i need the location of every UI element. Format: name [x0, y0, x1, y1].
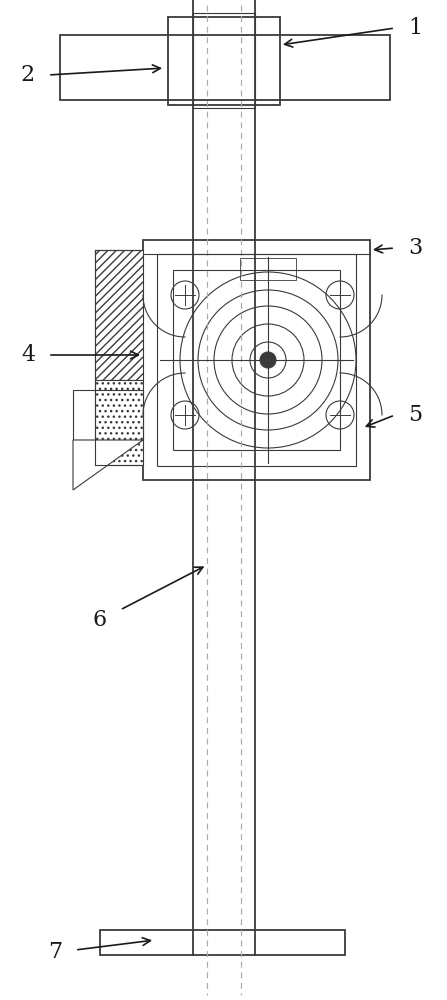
- Text: 4: 4: [21, 344, 35, 366]
- Text: 7: 7: [48, 941, 62, 963]
- Text: 3: 3: [408, 237, 422, 259]
- Bar: [95, 380, 143, 465]
- Text: 1: 1: [408, 17, 422, 39]
- Text: 5: 5: [408, 404, 422, 426]
- Circle shape: [260, 352, 276, 368]
- Bar: [95, 250, 143, 380]
- Text: 6: 6: [93, 609, 107, 631]
- Text: 2: 2: [21, 64, 35, 86]
- Polygon shape: [73, 440, 143, 490]
